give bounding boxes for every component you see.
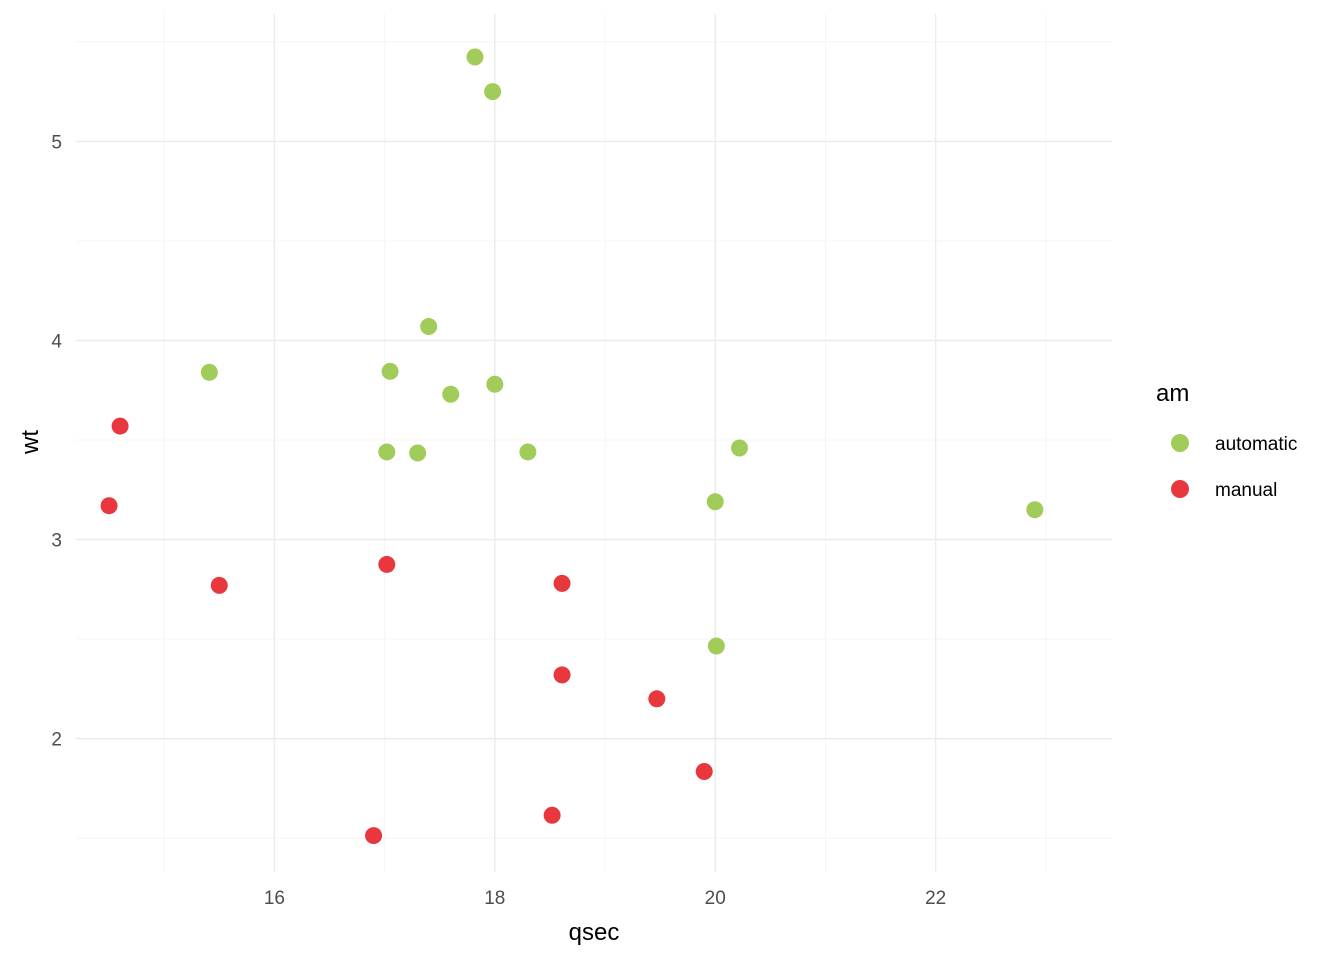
legend-label-automatic: automatic	[1215, 434, 1297, 455]
legend-key-automatic	[1171, 434, 1189, 452]
point-automatic	[409, 444, 426, 461]
x-tick-label: 16	[264, 888, 285, 909]
point-automatic	[420, 318, 437, 335]
point-automatic	[486, 376, 503, 393]
x-axis-title: qsec	[569, 919, 620, 946]
legend-title: am	[1156, 380, 1189, 407]
legend-label-manual: manual	[1215, 480, 1277, 501]
y-tick-label: 4	[51, 331, 62, 352]
y-tick-label: 2	[51, 730, 62, 751]
point-automatic	[382, 363, 399, 380]
y-tick-label: 3	[51, 531, 62, 552]
point-automatic	[466, 48, 483, 65]
point-manual	[648, 690, 665, 707]
point-automatic	[201, 364, 218, 381]
y-axis-title: wt	[17, 430, 44, 455]
point-automatic	[378, 443, 395, 460]
y-tick-label: 5	[51, 132, 62, 153]
point-automatic	[731, 439, 748, 456]
x-tick-label: 22	[925, 888, 946, 909]
legend-key-manual	[1171, 480, 1189, 498]
point-automatic	[708, 638, 725, 655]
x-tick-label: 18	[484, 888, 505, 909]
point-automatic	[442, 386, 459, 403]
data-points	[101, 48, 1044, 844]
x-tick-label: 20	[705, 888, 726, 909]
point-manual	[696, 763, 713, 780]
legend: am automatic manual	[1156, 380, 1297, 501]
point-automatic	[707, 493, 724, 510]
point-automatic	[484, 83, 501, 100]
point-manual	[365, 827, 382, 844]
grid	[76, 14, 1112, 872]
point-manual	[211, 577, 228, 594]
point-automatic	[519, 443, 536, 460]
point-manual	[112, 418, 129, 435]
point-manual	[554, 666, 571, 683]
point-automatic	[1026, 501, 1043, 518]
point-manual	[378, 556, 395, 573]
point-manual	[101, 497, 118, 514]
point-manual	[544, 807, 561, 824]
point-manual	[554, 575, 571, 592]
